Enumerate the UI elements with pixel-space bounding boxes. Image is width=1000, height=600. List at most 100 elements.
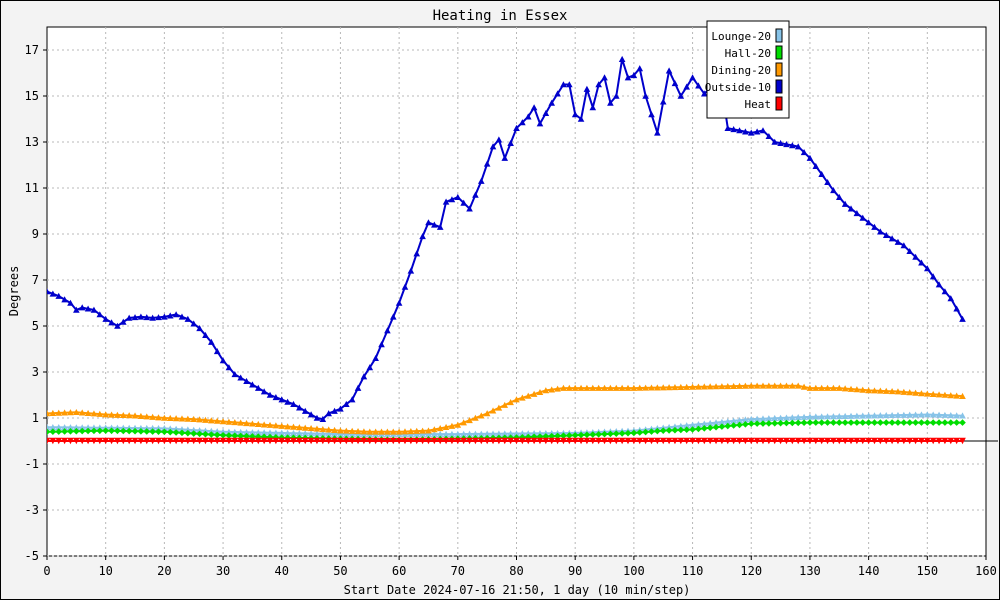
series-point (137, 437, 145, 445)
series-point (665, 423, 673, 431)
series-point (419, 427, 426, 434)
series-point (847, 419, 855, 426)
series-point (67, 299, 74, 306)
x-tick-label: 50 (333, 564, 347, 578)
series-point (806, 437, 814, 445)
series-point (888, 388, 896, 395)
series-point (149, 424, 156, 432)
series-point (935, 437, 943, 445)
series-point (589, 384, 597, 391)
series-point (96, 410, 104, 417)
series-point (618, 384, 626, 391)
series-point (378, 341, 385, 348)
series-point (818, 437, 825, 445)
series-point (941, 419, 949, 426)
series-point (466, 430, 473, 437)
series-point (219, 431, 227, 439)
series-point (636, 65, 644, 72)
series-point (143, 424, 151, 431)
series-point (78, 424, 86, 431)
series-point (577, 115, 585, 122)
series-point (941, 411, 949, 418)
series-point (278, 437, 286, 445)
series-point (243, 428, 250, 436)
series-point (131, 412, 139, 419)
series-point (835, 193, 843, 201)
series-point (460, 419, 467, 426)
series-point (395, 299, 403, 306)
series-point (929, 437, 937, 445)
series-point (835, 412, 843, 420)
series-point (161, 414, 168, 421)
series-point (789, 414, 796, 421)
series-point (184, 315, 192, 322)
series-point (319, 430, 327, 437)
series-point (507, 430, 514, 437)
series-point (442, 198, 450, 205)
series-point (395, 428, 403, 435)
x-tick-label: 90 (568, 564, 582, 578)
series-point (61, 428, 68, 435)
series-point (460, 430, 467, 437)
series-point (689, 426, 696, 433)
series-point (747, 420, 755, 428)
series-point (835, 437, 843, 445)
series-point (343, 400, 350, 408)
series-point (483, 437, 491, 445)
series-point (595, 81, 602, 88)
series-point (953, 412, 960, 419)
series-point (149, 314, 156, 321)
series-point (143, 437, 151, 445)
series-point (219, 357, 227, 364)
series-point (442, 423, 450, 431)
series-point (554, 432, 561, 440)
series-point (542, 109, 550, 117)
series-point (659, 427, 667, 434)
series-point (166, 428, 174, 436)
series-point (78, 409, 86, 416)
series-point (789, 419, 796, 427)
series-point (161, 437, 168, 445)
series-point (794, 414, 802, 421)
series-point (753, 420, 761, 427)
series-point (953, 419, 960, 426)
series-point (783, 141, 790, 148)
series-point (407, 267, 415, 274)
series-point (513, 430, 520, 437)
series-point (202, 437, 209, 445)
series-point (753, 415, 761, 422)
series-point (55, 437, 63, 445)
series-point (343, 430, 350, 437)
series-point (877, 387, 884, 394)
series-point (742, 421, 749, 428)
series-point (237, 437, 244, 445)
series-point (924, 390, 931, 397)
series-point (924, 411, 931, 418)
series-point (108, 319, 115, 326)
series-point (290, 423, 297, 430)
x-tick-label: 160 (975, 564, 997, 578)
series-point (642, 428, 649, 436)
series-point (49, 290, 57, 297)
series-point (278, 422, 286, 429)
series-point (190, 415, 198, 422)
series-point (108, 411, 115, 418)
series-point (47, 437, 51, 445)
series-point (730, 126, 737, 133)
series-point (924, 265, 931, 272)
x-tick-label: 30 (216, 564, 230, 578)
series-point (648, 111, 655, 118)
series-point (131, 427, 139, 435)
series-point (612, 437, 620, 445)
series-point (941, 391, 949, 398)
series-point (407, 437, 415, 445)
series-point (166, 437, 174, 445)
series-point (495, 430, 503, 437)
series-point (213, 431, 221, 439)
series-point (172, 425, 180, 432)
series-point (882, 419, 890, 426)
series-point (589, 437, 597, 445)
series-point (542, 437, 550, 445)
series-point (560, 432, 567, 440)
x-tick-label: 130 (799, 564, 821, 578)
